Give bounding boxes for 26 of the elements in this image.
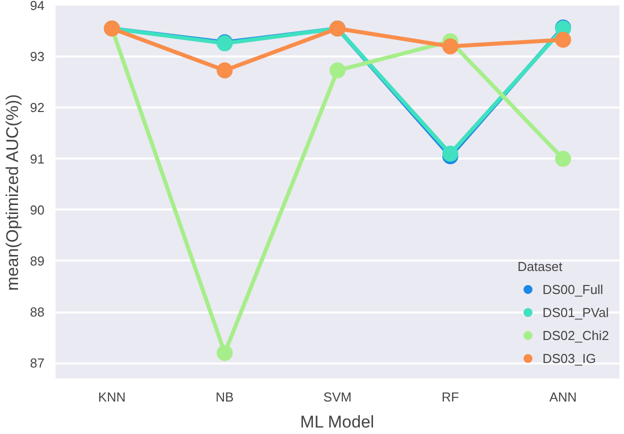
x-axis-title: ML Model [300, 412, 374, 432]
y-tick-label: 87 [30, 356, 45, 371]
point [330, 62, 346, 78]
x-tick-label: NB [216, 390, 234, 404]
point [555, 150, 572, 167]
legend-label: DS02_Chi2 [542, 328, 609, 342]
y-axis-title: mean(Optimized AUC(%)) [3, 94, 22, 291]
y-tick-label: 93 [30, 49, 45, 64]
x-tick-label: KNN [98, 390, 126, 404]
point [216, 62, 233, 78]
x-tick-label: SVM [323, 390, 352, 404]
x-tick-label: ANN [549, 390, 577, 404]
point [216, 344, 233, 361]
y-tick-label: 94 [30, 0, 45, 13]
point [555, 32, 572, 48]
y-tick-label: 90 [30, 202, 45, 218]
point [442, 38, 458, 54]
y-tick-label: 91 [30, 151, 45, 166]
x-tick-label: RF [442, 390, 460, 404]
legend-label: DS03_IG [542, 350, 596, 366]
legend-title: Dataset [518, 259, 564, 274]
y-tick-label: 89 [30, 253, 45, 268]
y-tick-label: 88 [30, 304, 45, 320]
legend-label: DS01_PVal [542, 304, 609, 320]
y-tick-label: 92 [30, 100, 45, 116]
legend-label: DS00_Full [542, 282, 604, 296]
